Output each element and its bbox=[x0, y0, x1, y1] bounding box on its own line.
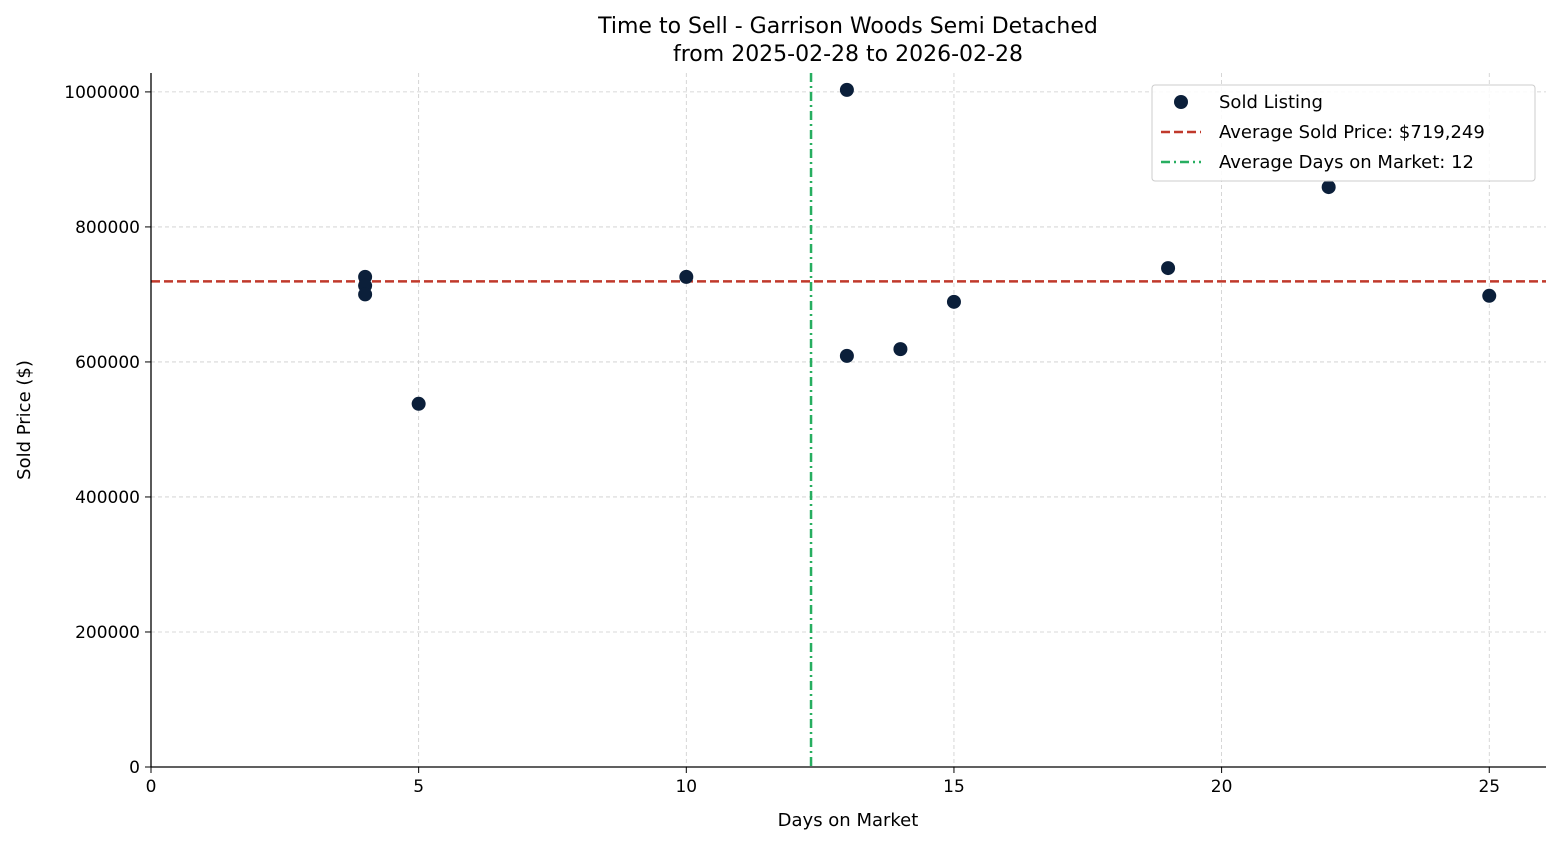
data-point bbox=[1161, 261, 1176, 276]
x-tick-label: 20 bbox=[1211, 777, 1233, 797]
x-ticks: 0 5 10 15 20 25 bbox=[146, 767, 1500, 797]
y-tick-label: 0 bbox=[129, 758, 140, 778]
data-point bbox=[839, 82, 854, 97]
legend: Sold Listing Average Sold Price: $719,24… bbox=[1151, 84, 1536, 182]
y-tick-label: 1000000 bbox=[64, 83, 140, 103]
data-point bbox=[679, 269, 694, 284]
data-point bbox=[1482, 288, 1497, 303]
x-tick-label: 10 bbox=[675, 777, 697, 797]
data-point bbox=[839, 348, 854, 363]
x-tick-label: 25 bbox=[1478, 777, 1500, 797]
y-tick-label: 600000 bbox=[75, 353, 140, 373]
data-points bbox=[358, 82, 1497, 411]
legend-box bbox=[1151, 84, 1536, 182]
y-ticks: 0 200000 400000 600000 800000 1000000 bbox=[64, 83, 151, 778]
data-point bbox=[893, 342, 908, 357]
y-tick-label: 400000 bbox=[75, 488, 140, 508]
data-point bbox=[411, 396, 426, 411]
legend-label-avg-price: Average Sold Price: $719,249 bbox=[1219, 122, 1485, 143]
x-tick-label: 5 bbox=[413, 777, 424, 797]
y-tick-label: 200000 bbox=[75, 623, 140, 643]
x-axis-label: Days on Market bbox=[778, 810, 919, 831]
data-point bbox=[946, 294, 961, 309]
x-tick-label: 15 bbox=[943, 777, 965, 797]
y-tick-label: 800000 bbox=[75, 218, 140, 238]
legend-marker-sold bbox=[1174, 95, 1188, 109]
chart-subtitle: from 2025-02-28 to 2026-02-28 bbox=[673, 42, 1023, 67]
x-tick-label: 0 bbox=[146, 777, 157, 797]
y-axis-label: Sold Price ($) bbox=[14, 360, 35, 480]
chart-title: Time to Sell - Garrison Woods Semi Detac… bbox=[597, 14, 1098, 39]
legend-label-sold: Sold Listing bbox=[1219, 92, 1323, 113]
reference-lines bbox=[151, 73, 1546, 767]
data-point bbox=[358, 287, 373, 302]
legend-label-avg-days: Average Days on Market: 12 bbox=[1219, 152, 1474, 173]
data-point bbox=[1321, 180, 1336, 195]
